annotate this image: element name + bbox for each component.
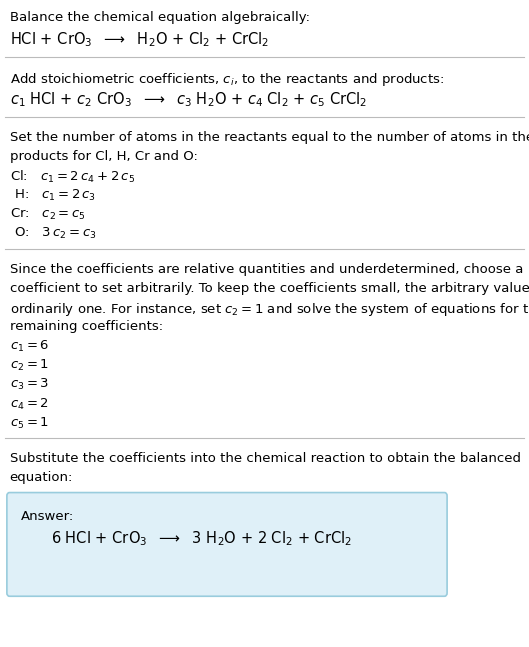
Text: Cr:   $c_2 = c_5$: Cr: $c_2 = c_5$ <box>10 207 85 222</box>
Text: Substitute the coefficients into the chemical reaction to obtain the balanced: Substitute the coefficients into the che… <box>10 452 521 465</box>
Text: O:   $3\,c_2 = c_3$: O: $3\,c_2 = c_3$ <box>10 226 96 241</box>
Text: H:   $c_1 = 2\,c_3$: H: $c_1 = 2\,c_3$ <box>10 188 96 203</box>
Text: ordinarily one. For instance, set $c_2 = 1$ and solve the system of equations fo: ordinarily one. For instance, set $c_2 =… <box>10 301 529 318</box>
Text: Answer:: Answer: <box>21 510 74 523</box>
Text: HCl + CrO$_3$  $\longrightarrow$  H$_2$O + Cl$_2$ + CrCl$_2$: HCl + CrO$_3$ $\longrightarrow$ H$_2$O +… <box>10 30 269 49</box>
Text: Since the coefficients are relative quantities and underdetermined, choose a: Since the coefficients are relative quan… <box>10 263 523 276</box>
Text: $c_1 = 6$: $c_1 = 6$ <box>10 339 49 354</box>
Text: $c_1$ HCl + $c_2$ CrO$_3$  $\longrightarrow$  $c_3$ H$_2$O + $c_4$ Cl$_2$ + $c_5: $c_1$ HCl + $c_2$ CrO$_3$ $\longrightarr… <box>10 90 367 109</box>
Text: Balance the chemical equation algebraically:: Balance the chemical equation algebraica… <box>10 11 309 24</box>
Text: $c_4 = 2$: $c_4 = 2$ <box>10 397 49 411</box>
Text: $c_5 = 1$: $c_5 = 1$ <box>10 415 49 431</box>
Text: Cl:   $c_1 = 2\,c_4 + 2\,c_5$: Cl: $c_1 = 2\,c_4 + 2\,c_5$ <box>10 169 134 185</box>
Text: Set the number of atoms in the reactants equal to the number of atoms in the: Set the number of atoms in the reactants… <box>10 131 529 144</box>
Text: remaining coefficients:: remaining coefficients: <box>10 320 162 333</box>
Text: equation:: equation: <box>10 471 73 484</box>
Text: 6 HCl + CrO$_3$  $\longrightarrow$  3 H$_2$O + 2 Cl$_2$ + CrCl$_2$: 6 HCl + CrO$_3$ $\longrightarrow$ 3 H$_2… <box>51 529 352 547</box>
Text: coefficient to set arbitrarily. To keep the coefficients small, the arbitrary va: coefficient to set arbitrarily. To keep … <box>10 281 529 294</box>
Text: Add stoichiometric coefficients, $c_i$, to the reactants and products:: Add stoichiometric coefficients, $c_i$, … <box>10 71 444 88</box>
Text: $c_2 = 1$: $c_2 = 1$ <box>10 358 49 373</box>
Text: $c_3 = 3$: $c_3 = 3$ <box>10 377 49 393</box>
Text: products for Cl, H, Cr and O:: products for Cl, H, Cr and O: <box>10 149 197 162</box>
